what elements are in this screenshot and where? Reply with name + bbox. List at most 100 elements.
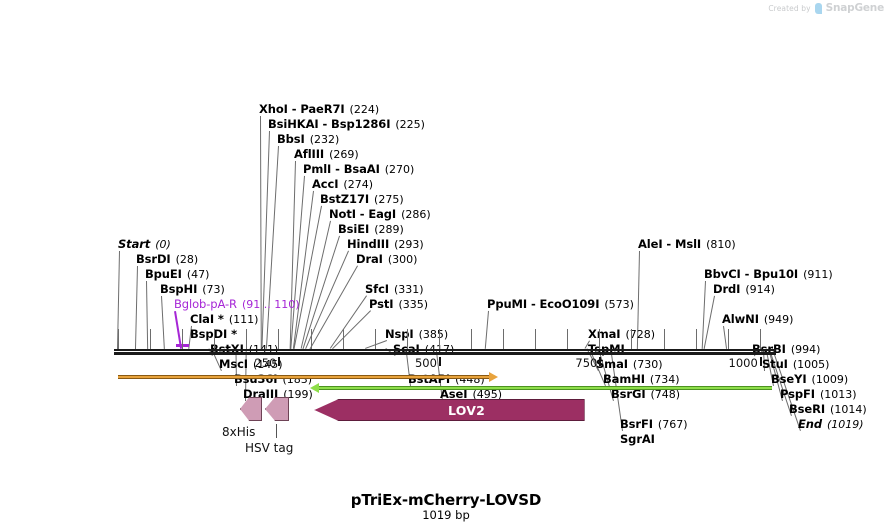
ruler-minor-tick — [759, 329, 761, 349]
site-label[interactable]: HindIII (293) — [347, 237, 424, 252]
site-name: BspDI * — [190, 327, 237, 341]
site-label[interactable]: XhoI - PaeR7I (224) — [259, 102, 379, 117]
site-label[interactable]: BsrGI (748) — [611, 388, 681, 402]
green-feature-arrow[interactable] — [309, 383, 772, 393]
site-label[interactable]: BsrFI (767) — [620, 418, 688, 432]
site-label[interactable]: SgrAI — [620, 433, 655, 446]
feature-8xhis-arrow[interactable] — [240, 397, 262, 421]
site-name: Bglob-pA-R — [174, 297, 237, 311]
ruler-minor-tick — [342, 329, 344, 349]
site-label[interactable]: AccI (274) — [312, 178, 374, 192]
feature-lov2[interactable]: LOV2 — [314, 399, 585, 421]
ruler-major-tick — [759, 357, 762, 366]
site-label[interactable]: BpuEI (47) — [145, 268, 210, 282]
ruler-tick-label: 750 — [575, 356, 598, 370]
site-name: DraI — [356, 252, 383, 266]
site-label[interactable]: BsiEI (289) — [338, 223, 404, 237]
site-label[interactable]: AleI - MslI (810) — [638, 237, 736, 252]
site-position: (111) — [228, 313, 259, 326]
ruler-minor-tick — [182, 329, 184, 349]
site-label[interactable]: BseRI (1014) — [789, 402, 867, 417]
site-name: PspFI — [780, 387, 815, 401]
site-label[interactable]: StuI (1005) — [762, 358, 829, 372]
site-position: (300) — [387, 253, 418, 266]
site-label[interactable]: BamHI (734) — [603, 372, 680, 387]
site-position: (199) — [283, 388, 313, 401]
feature-lov2-label: LOV2 — [447, 402, 485, 418]
site-leader-line — [134, 265, 138, 349]
site-name: AlwNI — [722, 312, 759, 326]
site-label[interactable]: BstZ17I (275) — [320, 192, 404, 207]
site-label[interactable]: BsiHKAI - Bsp1286I (225) — [268, 117, 425, 132]
site-position: (994) — [790, 343, 821, 356]
site-position: (748) — [650, 388, 681, 401]
site-position: (289) — [374, 223, 404, 236]
site-name: BseRI — [789, 402, 826, 416]
plasmid-size-label: 1019 bp — [422, 508, 470, 522]
site-label[interactable]: DrdI (914) — [713, 283, 775, 297]
site-label[interactable]: DraI (300) — [356, 252, 418, 267]
ruler-minor-tick — [695, 329, 697, 349]
site-leader-line — [364, 340, 387, 349]
site-label[interactable]: BbvCI - Bpu10I (911) — [704, 267, 833, 282]
site-name: BamHI — [603, 372, 645, 386]
site-position: (269) — [329, 148, 359, 161]
site-name: XmaI — [588, 327, 621, 341]
site-position: (949) — [763, 313, 794, 326]
site-position: (385) — [418, 328, 449, 341]
site-position: (1013) — [819, 388, 857, 401]
site-label[interactable]: PmlI - BsaAI (270) — [303, 163, 414, 177]
site-label[interactable]: BspDI * — [190, 328, 237, 341]
arrow-head-icon — [488, 372, 498, 382]
site-name: AleI - MslI — [638, 237, 702, 251]
site-name: XhoI - PaeR7I — [259, 102, 345, 116]
site-name: PpuMI - EcoO109I — [487, 297, 600, 311]
ruler-minor-tick — [567, 329, 569, 349]
site-leader-line — [484, 310, 489, 349]
site-label[interactable]: SmaI (730) — [596, 358, 663, 372]
site-position: (274) — [343, 178, 374, 191]
site-label[interactable]: AlwNI (949) — [722, 312, 794, 327]
site-position: (734) — [649, 373, 680, 386]
site-label[interactable]: BseYI (1009) — [771, 372, 848, 387]
site-label[interactable]: End (1019) — [798, 417, 864, 432]
ruler-minor-tick — [599, 329, 601, 349]
site-label[interactable]: BsrDI (28) — [136, 253, 198, 267]
site-position: (495) — [472, 388, 503, 401]
site-label[interactable]: AseI (495) — [440, 387, 503, 402]
site-label[interactable]: Bglob-pA-R (91 .. 110) — [174, 297, 300, 312]
site-name: BseYI — [771, 372, 807, 386]
site-name: End — [798, 417, 822, 431]
site-position: (810) — [706, 238, 736, 251]
site-label[interactable]: BspHI (73) — [160, 283, 225, 297]
site-label[interactable]: BbsI (232) — [277, 133, 339, 147]
site-name: BstZ17I — [320, 192, 370, 206]
site-label[interactable]: XmaI (728) — [588, 327, 655, 342]
site-position: (47) — [186, 268, 210, 281]
site-position: (911) — [803, 268, 833, 281]
site-label[interactable]: MscI (145) — [219, 358, 283, 372]
site-label[interactable]: ClaI * (111) — [190, 313, 259, 327]
site-label[interactable]: PspFI (1013) — [780, 387, 857, 402]
site-label[interactable]: NotI - EagI (286) — [329, 208, 431, 222]
site-label[interactable]: Start (0) — [118, 238, 171, 252]
orange-feature-arrow[interactable] — [118, 372, 498, 382]
site-name: HindIII — [347, 237, 390, 251]
site-name: AseI — [440, 387, 468, 401]
ruler-bar[interactable] — [114, 349, 776, 351]
site-name: BsiHKAI - Bsp1286I — [268, 117, 391, 131]
site-name: PstI — [369, 297, 394, 311]
site-position: (573) — [604, 298, 634, 311]
ruler-minor-tick — [214, 329, 216, 349]
site-position: (91 .. 110) — [241, 298, 300, 311]
site-label[interactable]: SfcI (331) — [365, 283, 424, 297]
site-label[interactable]: NspI (385) — [385, 328, 449, 342]
credit-prefix: Created by — [768, 3, 811, 13]
site-label[interactable]: AflIII (269) — [294, 148, 359, 162]
site-label[interactable]: PpuMI - EcoO109I (573) — [487, 297, 634, 312]
site-position: (225) — [395, 118, 425, 131]
site-name: BbvCI - Bpu10I — [704, 267, 799, 281]
site-name: SgrAI — [620, 432, 655, 446]
site-label[interactable]: PstI (335) — [369, 297, 428, 312]
